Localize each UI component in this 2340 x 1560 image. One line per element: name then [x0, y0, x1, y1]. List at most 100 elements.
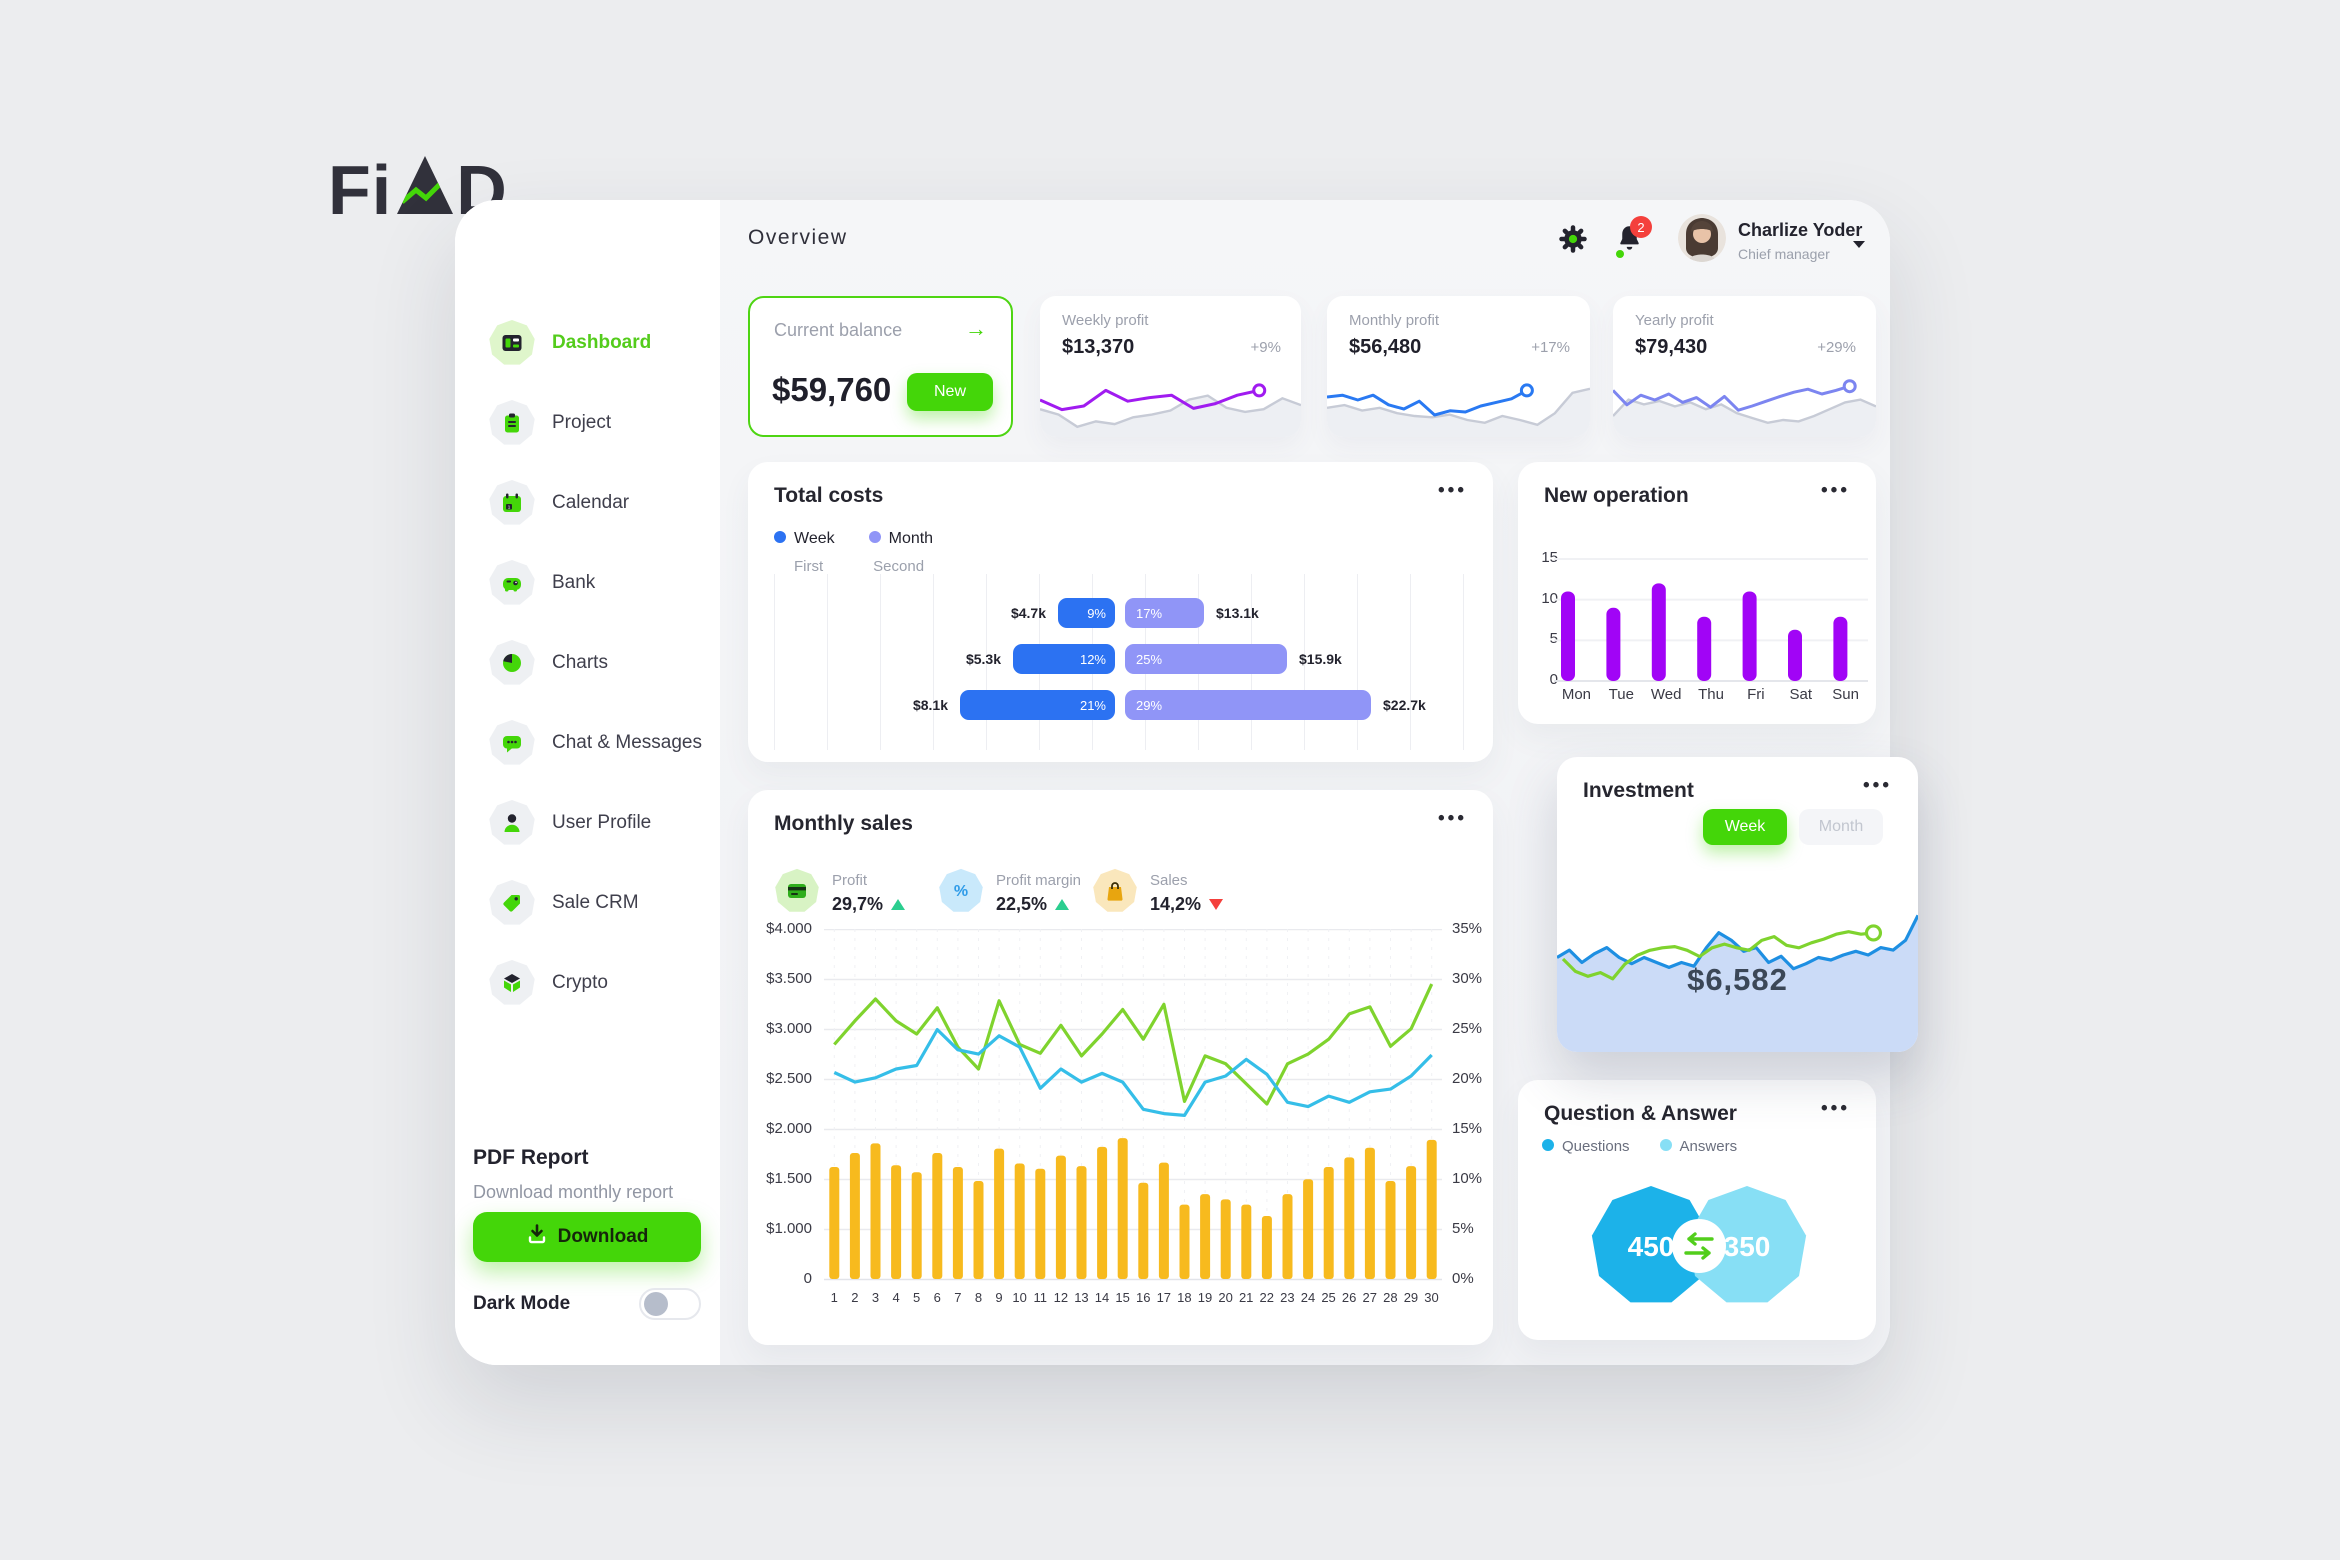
- settings-gear-icon[interactable]: [1558, 224, 1588, 259]
- new-operation-menu-icon[interactable]: •••: [1821, 480, 1850, 501]
- stat-label: Profit: [832, 872, 868, 889]
- question-answer-chart: 450 350: [1591, 1186, 1807, 1303]
- logo-triangle-icon: [396, 154, 454, 230]
- svg-text:%: %: [954, 883, 968, 900]
- download-button[interactable]: Download: [473, 1212, 701, 1262]
- notification-badge: 2: [1630, 216, 1652, 238]
- weekly-profit-title: Weekly profit: [1062, 312, 1149, 329]
- sidebar-item-label: Bank: [552, 572, 596, 593]
- balance-value: $59,760: [772, 371, 892, 408]
- x-tick-label: 22: [1259, 1290, 1274, 1305]
- notifications-bell-icon[interactable]: 2: [1616, 216, 1652, 258]
- sidebar-item-project[interactable]: Project: [455, 399, 720, 447]
- monthly-profit-card: Monthly profit $56,480 +17%: [1327, 296, 1590, 437]
- download-icon: [526, 1223, 548, 1251]
- investment-week-button[interactable]: Week: [1703, 809, 1787, 845]
- legend-label: Answers: [1679, 1138, 1738, 1155]
- chevron-down-icon[interactable]: [1852, 236, 1866, 254]
- sidebar-item-user-profile[interactable]: User Profile: [455, 799, 720, 847]
- weekly-profit-sparkline: [1040, 383, 1301, 437]
- toggle-knob: [644, 1292, 668, 1316]
- left-axis-label: $2.500: [766, 1070, 812, 1087]
- sidebar-item-calendar[interactable]: 1 Calendar: [455, 479, 720, 527]
- total-costs-menu-icon[interactable]: •••: [1438, 480, 1467, 501]
- sidebar-item-dashboard[interactable]: Dashboard: [455, 319, 720, 367]
- sidebar-item-label: Chat & Messages: [552, 732, 702, 753]
- sidebar: Dashboard Project 1 Calendar Bank Charts Chat …: [455, 200, 720, 1365]
- x-tick-label: 9: [995, 1290, 1003, 1305]
- monthly-sales-xaxis: 1 2 3 4 5 6 7 8 9 10 11 12 13 14 15 16 17 18 19 20 21 22 23 24 2…: [824, 1290, 1442, 1305]
- stat-value: 22,5%: [996, 894, 1070, 915]
- y-tick-label: 0: [1549, 671, 1558, 688]
- legend-dot-icon: [868, 531, 881, 543]
- right-axis-label: 5%: [1452, 1220, 1474, 1237]
- logo-text-left: Fi: [328, 151, 393, 229]
- dashboard-window: Dashboard Project 1 Calendar Bank Charts Chat …: [455, 200, 1918, 1365]
- x-tick-label: 21: [1238, 1290, 1254, 1305]
- sidebar-item-label: Dashboard: [552, 332, 652, 353]
- project-icon: [489, 399, 535, 445]
- bell-status-dot: [1616, 250, 1624, 258]
- sales-icon: [1093, 868, 1137, 912]
- monthly-sales-menu-icon[interactable]: •••: [1438, 808, 1467, 829]
- x-tick-label: 24: [1300, 1290, 1316, 1305]
- monthly-profit-sparkline: [1327, 383, 1590, 437]
- svg-text:1: 1: [508, 504, 511, 509]
- month-bar: 25%: [1125, 644, 1287, 674]
- x-tick-label: 26: [1341, 1290, 1357, 1305]
- new-button[interactable]: New: [907, 373, 993, 411]
- investment-month-button[interactable]: Month: [1799, 809, 1883, 845]
- legend-answers[interactable]: Answers: [1659, 1138, 1738, 1155]
- x-tick-label: 19: [1197, 1290, 1213, 1305]
- sidebar-item-bank[interactable]: Bank: [455, 559, 720, 607]
- x-tick-label: 12: [1053, 1290, 1069, 1305]
- week-pct-label: 12%: [1079, 651, 1106, 667]
- sidebar-item-label: Charts: [552, 652, 608, 673]
- monthly-profit-change: +17%: [1531, 339, 1570, 356]
- week-bar: 9%: [1058, 598, 1115, 628]
- x-tick-label: 25: [1321, 1290, 1336, 1305]
- dark-mode-toggle[interactable]: [639, 1288, 701, 1320]
- total-costs-legend-sub: First Second: [794, 558, 924, 575]
- calendar-icon: 1: [489, 479, 535, 525]
- sidebar-item-sale-crm[interactable]: Sale CRM: [455, 879, 720, 927]
- app-logo: Fi D: [328, 152, 508, 228]
- left-axis-label: $2.000: [766, 1120, 812, 1137]
- new-operation-title: New operation: [1544, 484, 1689, 507]
- sidebar-item-crypto[interactable]: Crypto: [455, 959, 720, 1007]
- user-name[interactable]: Charlize Yoder: [1738, 220, 1863, 240]
- right-axis-label: 30%: [1452, 970, 1483, 987]
- total-costs-gridlines: [774, 574, 1467, 750]
- chat-icon: [489, 719, 535, 765]
- legend-week[interactable]: Week: [774, 530, 835, 547]
- monthly-sales-chart: [824, 929, 1442, 1281]
- x-tick-label: 1: [830, 1290, 838, 1305]
- y-tick-label: 5: [1549, 630, 1558, 648]
- pdf-report-title: PDF Report: [473, 1146, 589, 1169]
- total-costs-panel: Total costs ••• Week Month First Second $4…: [748, 462, 1493, 762]
- weekly-profit-card: Weekly profit $13,370 +9%: [1040, 296, 1301, 437]
- x-tick-label: 28: [1383, 1290, 1398, 1305]
- legend-month[interactable]: Month: [868, 530, 933, 547]
- x-tick-label: Wed: [1650, 686, 1682, 703]
- svg-text:350: 350: [1724, 1231, 1771, 1262]
- sidebar-item-chat-messages[interactable]: Chat & Messages: [455, 719, 720, 767]
- investment-menu-icon[interactable]: •••: [1863, 775, 1892, 796]
- charts-icon: [489, 639, 535, 685]
- legend-sublabel: First: [794, 558, 824, 575]
- left-axis-label: $3.500: [766, 970, 812, 987]
- right-axis-label: 35%: [1452, 920, 1483, 937]
- stat-value: 14,2%: [1150, 894, 1224, 915]
- legend-questions[interactable]: Questions: [1542, 1138, 1630, 1155]
- monthly-profit-title: Monthly profit: [1349, 312, 1440, 329]
- balance-arrow-icon[interactable]: →: [965, 316, 987, 341]
- question-answer-title: Question & Answer: [1544, 1102, 1737, 1125]
- sidebar-item-charts[interactable]: Charts: [455, 639, 720, 687]
- svg-text:450: 450: [1628, 1231, 1675, 1262]
- investment-title: Investment: [1583, 779, 1694, 802]
- user-avatar[interactable]: [1678, 214, 1726, 262]
- legend-label: Week: [794, 530, 835, 547]
- x-tick-label: 20: [1218, 1290, 1233, 1305]
- trend-up-icon: [891, 899, 906, 910]
- question-answer-menu-icon[interactable]: •••: [1821, 1098, 1850, 1119]
